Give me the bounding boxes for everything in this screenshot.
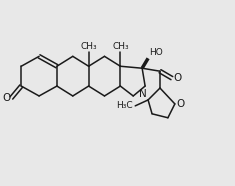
Text: O: O	[177, 99, 185, 109]
Text: H₃C: H₃C	[117, 101, 133, 110]
Text: CH₃: CH₃	[80, 42, 97, 51]
Text: HO: HO	[149, 48, 163, 57]
Text: N: N	[139, 89, 147, 99]
Text: CH₃: CH₃	[112, 42, 129, 51]
Text: O: O	[2, 93, 10, 103]
Text: O: O	[174, 73, 182, 83]
